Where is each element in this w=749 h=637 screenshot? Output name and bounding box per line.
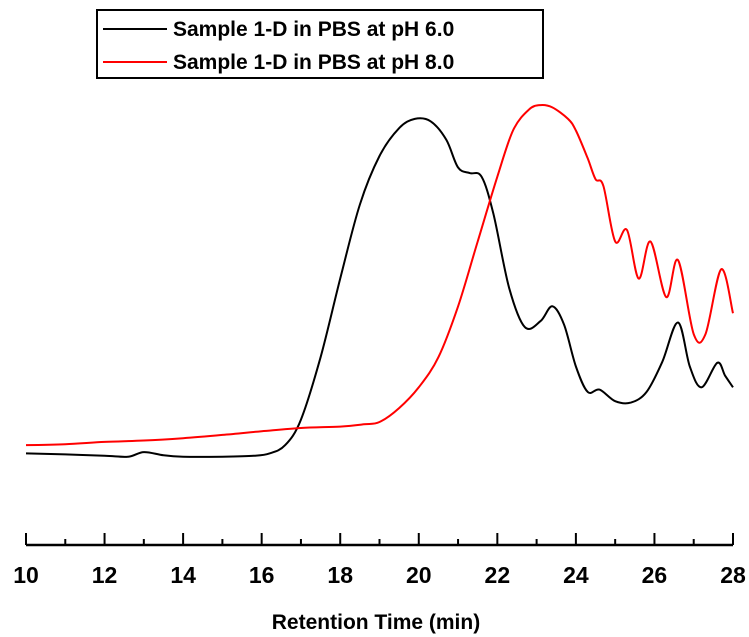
- legend-label-ph8: Sample 1-D in PBS at pH 8.0: [173, 51, 454, 74]
- x-tick-label: 12: [92, 562, 118, 588]
- x-tick-label: 18: [327, 562, 353, 588]
- x-axis-ticks: 10 12 14 16 18 20 22 24 26 28: [13, 533, 746, 588]
- series-line-1: [25, 103, 734, 447]
- legend: Sample 1-D in PBS at pH 6.0 Sample 1-D i…: [96, 9, 544, 79]
- legend-box: [96, 9, 544, 79]
- x-tick-label: 16: [249, 562, 275, 588]
- x-axis-title: Retention Time (min): [272, 611, 480, 634]
- x-tick-label: 14: [170, 562, 196, 588]
- plot-area: [25, 103, 734, 458]
- x-tick-label: 26: [642, 562, 668, 588]
- legend-label-ph6: Sample 1-D in PBS at pH 6.0: [173, 18, 454, 41]
- series-line-0: [25, 117, 734, 458]
- x-tick-label: 28: [720, 562, 746, 588]
- x-tick-label: 22: [485, 562, 511, 588]
- x-tick-label: 10: [13, 562, 39, 588]
- x-tick-label: 24: [563, 562, 589, 588]
- x-tick-label: 20: [406, 562, 432, 588]
